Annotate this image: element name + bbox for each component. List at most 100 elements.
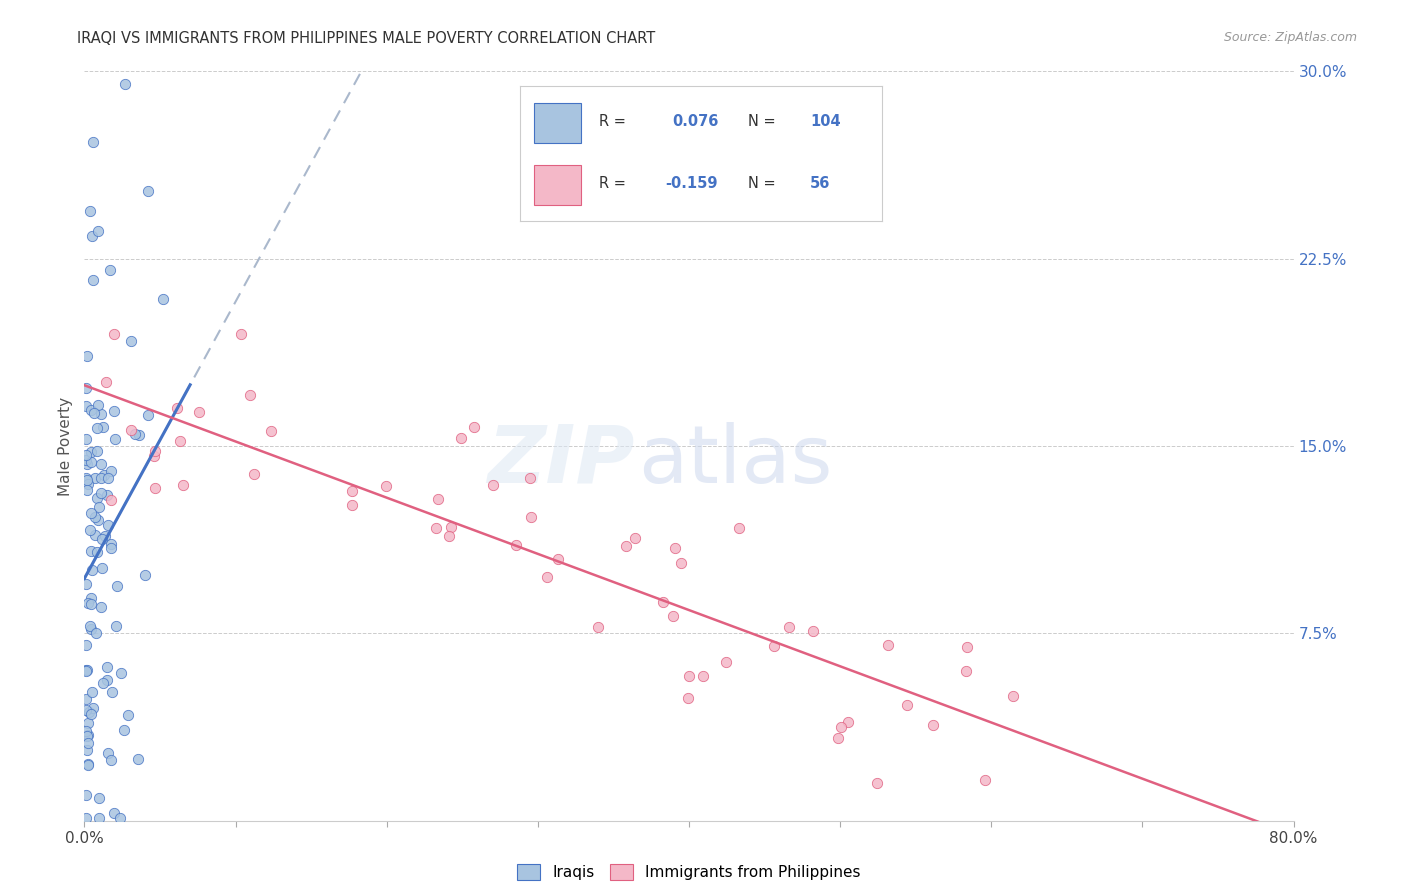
Point (75, 811, 97, 825)
Point (624, 531, 647, 545)
Point (136, 184, 159, 198)
Point (96, 488, 118, 502)
Point (117, 707, 139, 722)
Point (830, 720, 852, 734)
Point (519, 471, 541, 485)
Point (112, 723, 135, 738)
Point (896, 698, 918, 712)
Point (76, 663, 98, 677)
Point (90, 486, 112, 500)
Point (93, 467, 115, 482)
Point (110, 666, 132, 681)
Point (80, 455, 103, 469)
Point (100, 492, 122, 507)
Point (440, 520, 463, 534)
Point (80, 402, 103, 417)
Point (75, 432, 97, 446)
Point (91, 532, 114, 546)
Point (727, 521, 749, 535)
Point (837, 714, 859, 729)
Point (90, 471, 112, 485)
Point (143, 443, 166, 458)
Point (152, 292, 174, 306)
Point (105, 579, 128, 593)
Point (425, 521, 447, 535)
Point (100, 753, 122, 767)
Point (77, 757, 100, 772)
Point (76, 349, 98, 363)
Point (87, 790, 110, 805)
Point (110, 811, 132, 825)
Text: IRAQI VS IMMIGRANTS FROM PHILIPPINES MALE POVERTY CORRELATION CHART: IRAQI VS IMMIGRANTS FROM PHILIPPINES MAL… (77, 31, 655, 46)
Point (96, 660, 118, 674)
Point (676, 690, 699, 705)
Point (82, 273, 104, 287)
Point (714, 656, 737, 670)
Point (75, 399, 97, 413)
Point (96, 673, 118, 688)
Point (76, 483, 98, 497)
Point (76, 729, 98, 743)
Point (75, 448, 97, 462)
Point (437, 528, 460, 542)
Point (75, 703, 97, 717)
Point (80, 544, 103, 558)
Point (90, 560, 112, 574)
Text: atlas: atlas (638, 422, 832, 500)
Point (89, 500, 111, 515)
Point (76, 596, 98, 610)
Point (827, 731, 849, 746)
Point (482, 477, 505, 491)
Point (229, 326, 252, 341)
Point (669, 556, 692, 570)
Point (83, 406, 105, 420)
Point (127, 752, 149, 766)
Point (678, 669, 700, 683)
Point (239, 388, 262, 402)
Point (547, 551, 569, 566)
Point (243, 467, 266, 482)
Point (91, 420, 114, 434)
Point (142, 450, 165, 464)
Point (103, 805, 125, 820)
Point (82, 700, 104, 714)
Point (778, 620, 800, 634)
Point (80, 591, 103, 606)
Point (120, 334, 142, 348)
Point (97, 471, 120, 485)
Point (90, 407, 112, 421)
Point (134, 567, 156, 582)
Point (82, 135, 104, 149)
Point (75, 789, 97, 803)
Point (86, 398, 108, 412)
Point (103, 326, 125, 341)
Point (169, 434, 191, 448)
Legend: Iraqis, Immigrants from Philippines: Iraqis, Immigrants from Philippines (517, 864, 860, 880)
Point (955, 664, 977, 678)
Point (91, 675, 114, 690)
Point (101, 685, 124, 699)
Point (84, 625, 107, 640)
Point (80, 507, 103, 521)
Point (922, 718, 945, 732)
Point (77, 735, 100, 749)
Point (114, 77, 136, 91)
Point (75, 453, 97, 467)
Point (75, 663, 97, 677)
Point (79, 204, 101, 219)
Text: Source: ZipAtlas.com: Source: ZipAtlas.com (1223, 31, 1357, 45)
Point (340, 483, 363, 498)
Point (100, 537, 122, 551)
Point (520, 510, 543, 524)
Point (661, 609, 683, 624)
Y-axis label: Male Poverty: Male Poverty (58, 396, 73, 496)
Point (76, 457, 98, 471)
Point (692, 669, 714, 683)
Point (80, 597, 103, 611)
Point (120, 424, 142, 438)
Point (79, 445, 101, 459)
Point (77, 705, 100, 719)
Point (75, 638, 97, 652)
Point (340, 498, 363, 512)
Point (82, 228, 104, 243)
